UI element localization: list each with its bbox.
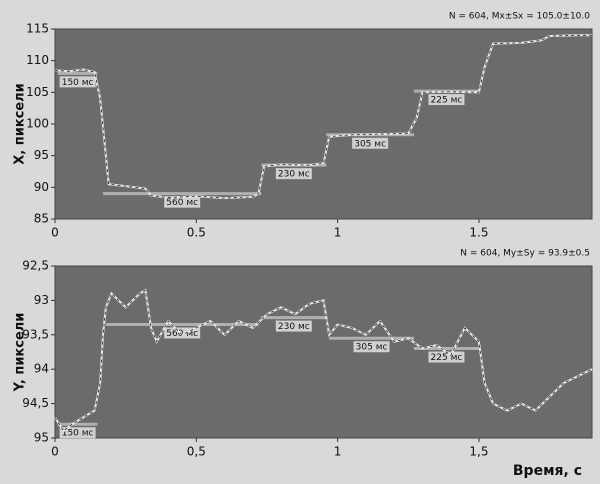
fixation-label-bg [353,341,390,353]
y-tick-label: 115 [26,22,49,36]
y-tick-label: 94 [34,362,49,376]
fixation-label-bg [164,196,201,208]
y-tick-label: 95 [34,431,49,445]
x-tick-label: 1 [334,226,342,240]
fixation-label-bg [352,137,389,149]
x-axis-label: Время, с [513,463,582,479]
plot-area [54,28,593,220]
plot-area [54,265,593,439]
y-tick-label: 105 [26,85,49,99]
fixation-label: 230 мс [278,170,310,180]
x-tick-label: 0.5 [187,226,206,240]
y-tick-label: 93 [34,293,49,307]
y-axis-label: X, пиксели [13,83,28,165]
fixation-label: 230 мс [278,322,310,332]
fixation-label-bg [59,427,96,439]
y-tick-label: 93,5 [22,327,49,341]
y-tick-label: 95 [34,148,49,162]
fixation-label: 225 мс [431,96,463,106]
fixation-label: 225 мс [431,353,463,363]
y-tick-label: 100 [26,117,49,131]
fixation-label: 560 мс [166,198,198,208]
y-tick-label: 94,5 [22,396,49,410]
y-tick-label: 92,5 [22,259,49,273]
fixation-label: 150 мс [62,429,94,439]
x-tick-label: 0,5 [187,445,206,459]
annotation: N = 604, My±Sy = 93.9±0.5 [460,249,590,259]
fixation-label: 150 мс [62,78,94,88]
x-tick-label: 1,5 [469,445,488,459]
y-tick-label: 110 [26,53,49,67]
annotation: N = 604, Mx±Sx = 105.0±10.0 [449,12,590,22]
y-axis-label: Y, пиксели [13,313,28,393]
fixation-label-bg [275,320,312,332]
y-tick-label: 90 [34,180,49,194]
x-tick-label: 0 [51,445,59,459]
fixation-label-bg [428,94,465,106]
fixation-label-bg [59,76,96,88]
fixation-label-bg [275,168,312,180]
fixation-label: 305 мс [356,343,388,353]
y-tick-label: 85 [34,212,49,226]
x-tick-label: 1 [334,445,342,459]
data-line-dash [54,34,592,199]
x-tick-label: 0 [51,226,59,240]
data-line-dash [54,289,593,432]
x-tick-label: 1.5 [469,226,488,240]
fixation-label-bg [164,327,201,339]
fixation-label-bg [428,351,465,363]
fixation-label: 305 мс [354,139,386,149]
